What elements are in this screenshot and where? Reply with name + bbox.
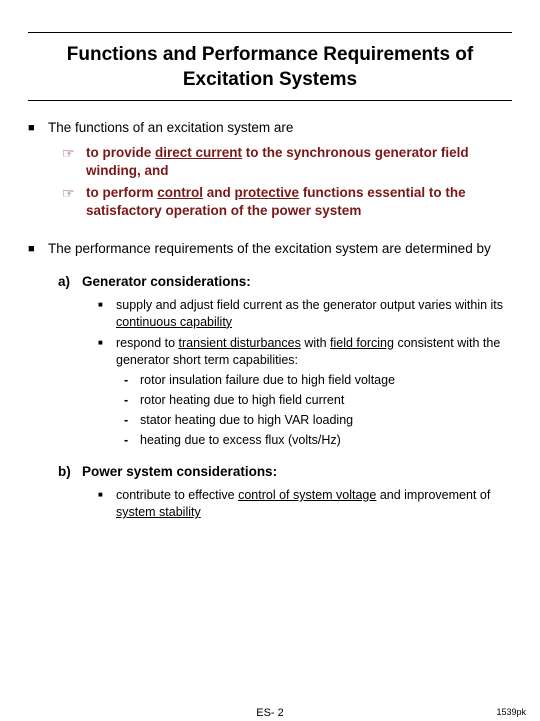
letter-b-mark: b) — [58, 463, 82, 481]
item-b: b) Power system considerations: — [58, 463, 512, 481]
dash-icon: - — [124, 432, 140, 449]
bullet-1-text: The functions of an excitation system ar… — [48, 119, 512, 137]
letter-a-title: Generator considerations: — [82, 273, 512, 291]
dash-icon: - — [124, 412, 140, 429]
square-bullet-icon — [98, 297, 116, 331]
bullet-2: The performance requirements of the exci… — [28, 240, 512, 258]
b-sublist: contribute to effective control of syste… — [98, 487, 512, 521]
bullet-2-text: The performance requirements of the exci… — [48, 240, 512, 258]
pointer-1b: to perform control and protective functi… — [62, 184, 512, 220]
dash-3-text: stator heating due to high VAR loading — [140, 412, 512, 429]
a-sublist: supply and adjust field current as the g… — [98, 297, 512, 369]
stamp: 1539pk — [496, 706, 526, 718]
letter-b-title: Power system considerations: — [82, 463, 512, 481]
content-body: The functions of an excitation system ar… — [28, 101, 512, 521]
dash-icon: - — [124, 372, 140, 389]
dash-2-text: rotor heating due to high field current — [140, 392, 512, 409]
pointer-icon — [62, 144, 86, 180]
bullet-1: The functions of an excitation system ar… — [28, 119, 512, 137]
page-title: Functions and Performance Requirements o… — [28, 33, 512, 100]
dash-1-text: rotor insulation failure due to high fie… — [140, 372, 512, 389]
square-bullet-icon — [28, 240, 48, 258]
dash-3: - stator heating due to high VAR loading — [124, 412, 512, 429]
square-bullet-icon — [28, 119, 48, 137]
square-bullet-icon — [98, 487, 116, 521]
letter-a-mark: a) — [58, 273, 82, 291]
pointer-1a: to provide direct current to the synchro… — [62, 144, 512, 180]
dash-icon: - — [124, 392, 140, 409]
a-sub-2-text: respond to transient disturbances with f… — [116, 335, 512, 369]
pointer-1a-text: to provide direct current to the synchro… — [86, 144, 512, 180]
a-sub-1: supply and adjust field current as the g… — [98, 297, 512, 331]
item-a: a) Generator considerations: — [58, 273, 512, 291]
b-sub-1-text: contribute to effective control of syste… — [116, 487, 512, 521]
b-sub-1: contribute to effective control of syste… — [98, 487, 512, 521]
square-bullet-icon — [98, 335, 116, 369]
a-sub-2: respond to transient disturbances with f… — [98, 335, 512, 369]
page-number: ES- 2 — [256, 706, 284, 721]
dash-4-text: heating due to excess flux (volts/Hz) — [140, 432, 512, 449]
a-sub-1-text: supply and adjust field current as the g… — [116, 297, 512, 331]
dash-4: - heating due to excess flux (volts/Hz) — [124, 432, 512, 449]
pointer-icon — [62, 184, 86, 220]
dash-1: - rotor insulation failure due to high f… — [124, 372, 512, 389]
pointer-list-1: to provide direct current to the synchro… — [62, 144, 512, 221]
dash-2: - rotor heating due to high field curren… — [124, 392, 512, 409]
pointer-1b-text: to perform control and protective functi… — [86, 184, 512, 220]
dash-list: - rotor insulation failure due to high f… — [124, 372, 512, 449]
